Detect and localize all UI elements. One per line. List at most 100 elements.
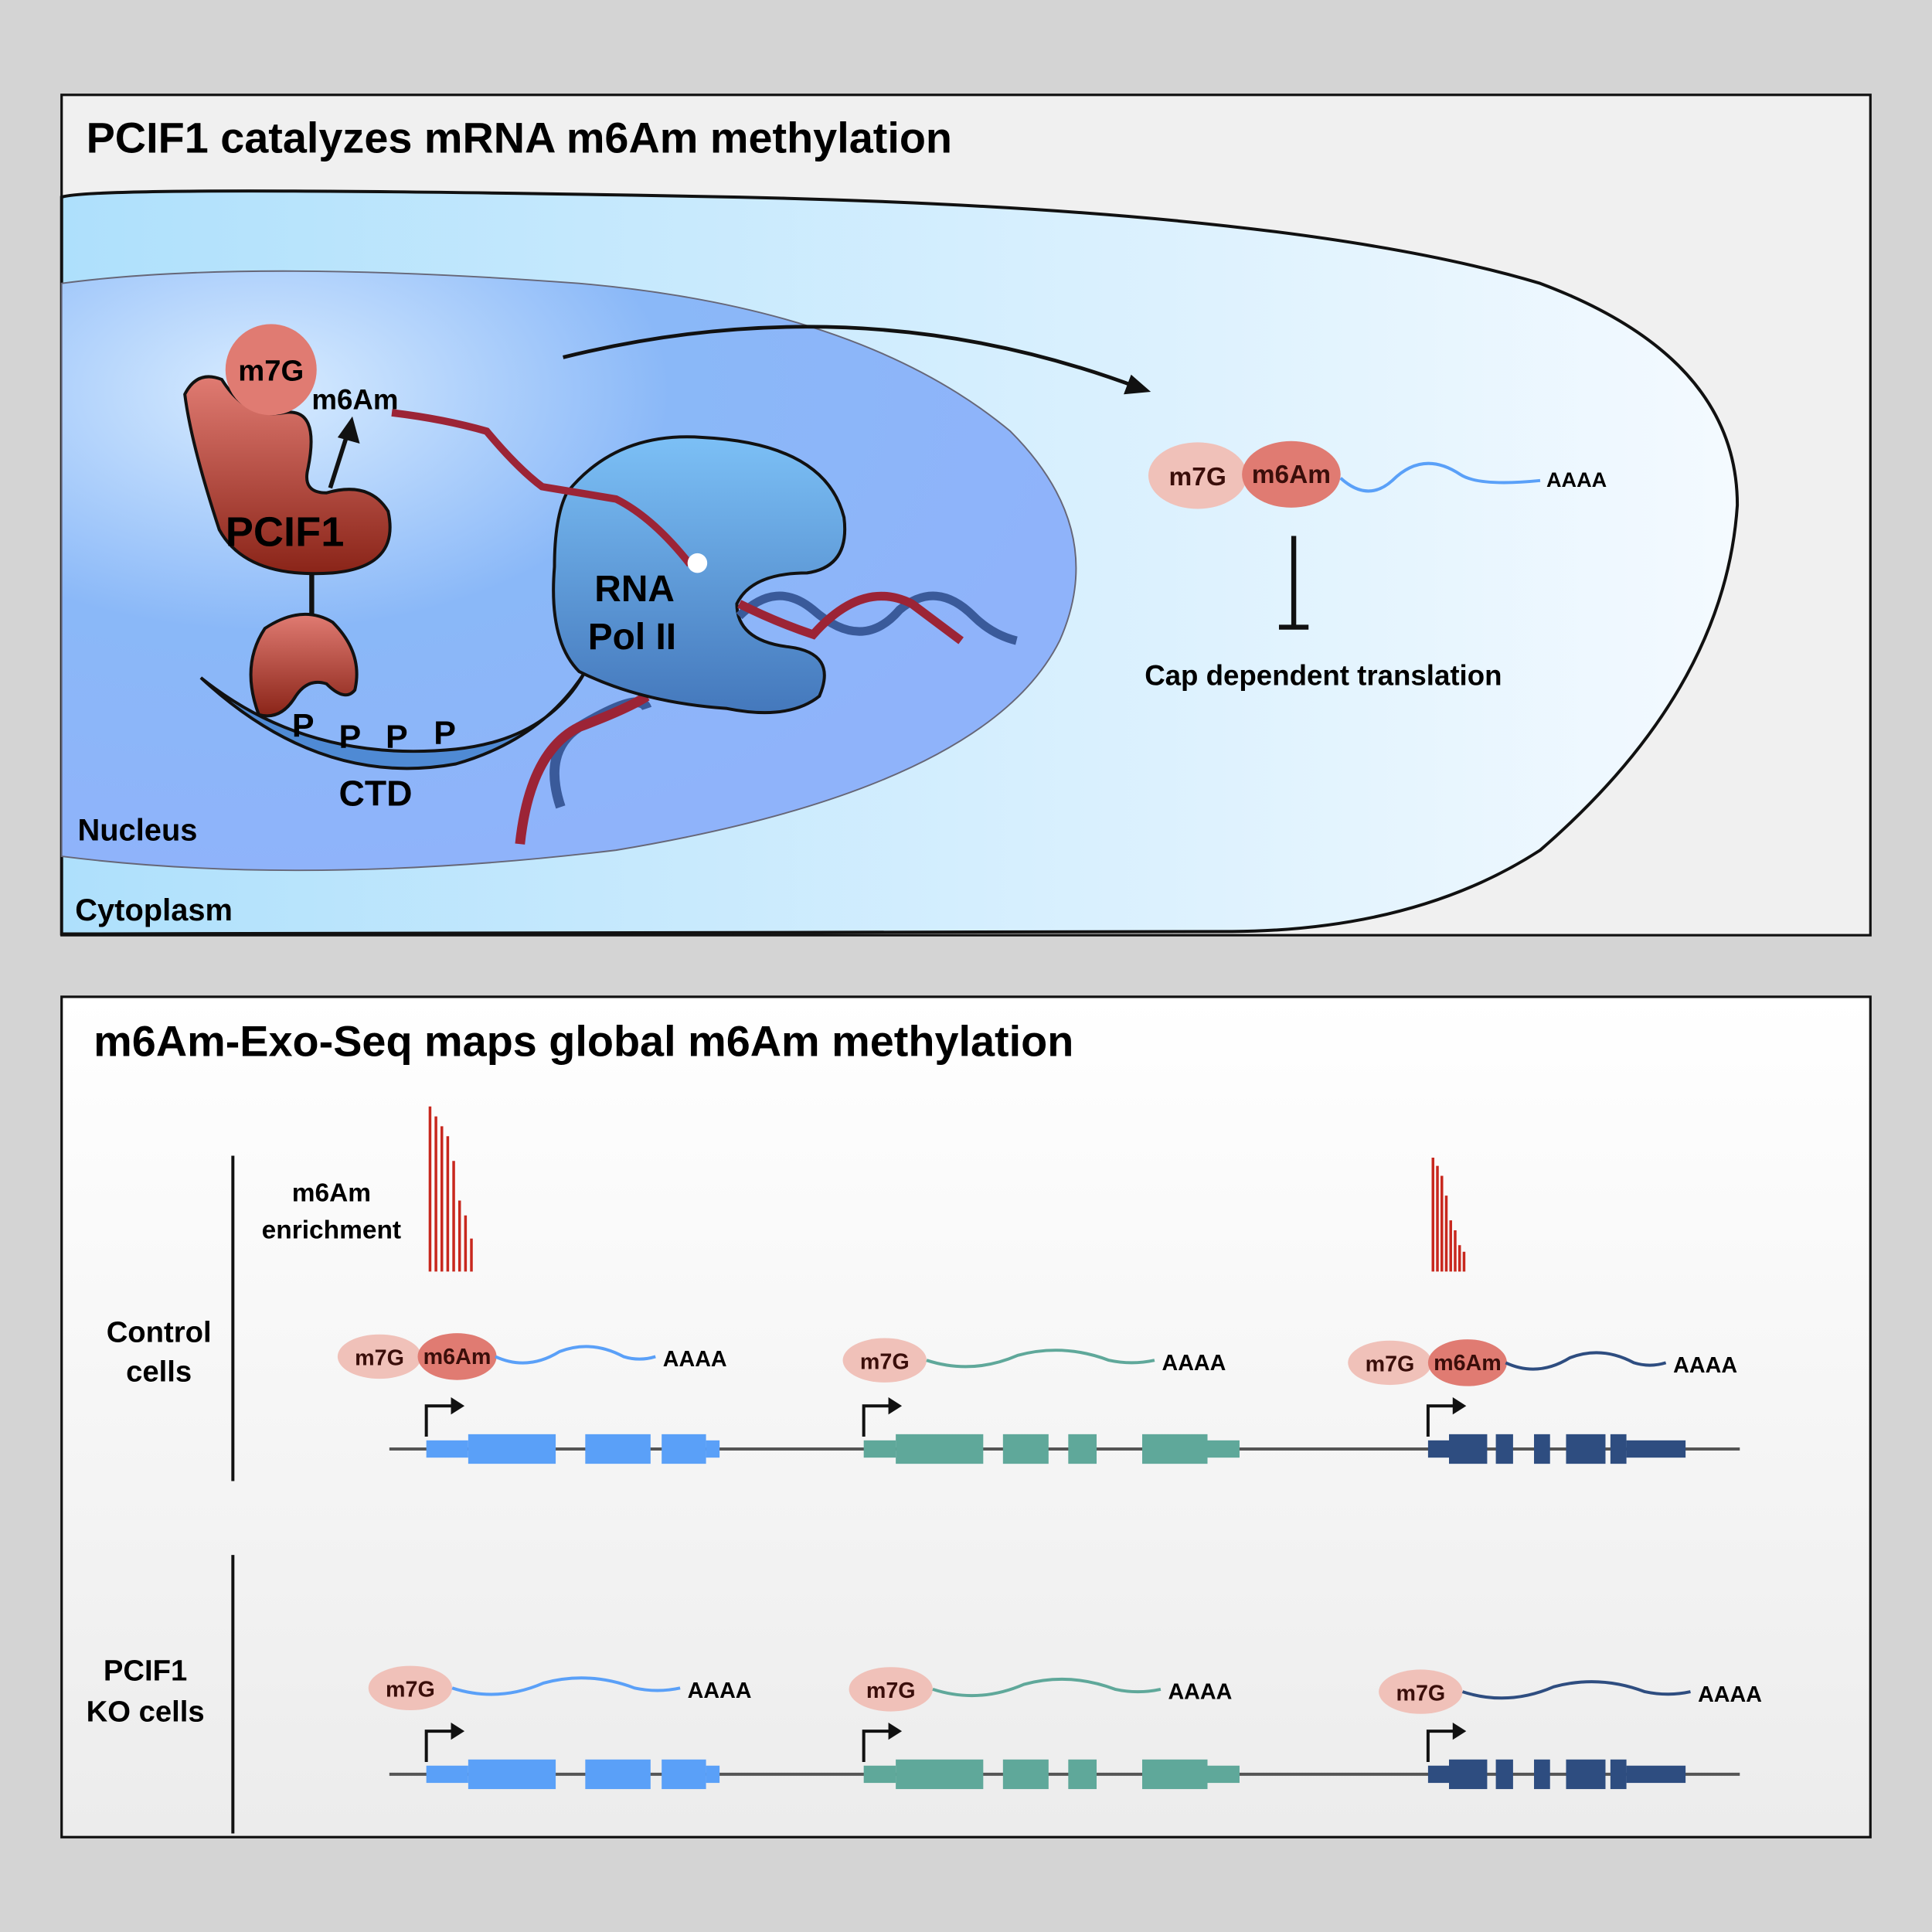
control-gene3-utr	[1626, 1440, 1686, 1458]
control-gene2-tss-arrowhead-icon	[888, 1397, 903, 1415]
ko-gene3-m7g-cap	[1379, 1669, 1463, 1714]
panel2-frame	[60, 995, 1872, 1838]
control-gene3-exon	[1610, 1434, 1627, 1464]
dna-strand-right-red	[737, 591, 964, 645]
control-gene3-m7g-label: m7G	[1366, 1352, 1415, 1377]
control-gene3-polya-label: AAAA	[1673, 1353, 1737, 1378]
ko-gene1-m7g-label: m7G	[386, 1677, 435, 1702]
phospho-2: P	[338, 719, 361, 756]
control-gene1-exon	[468, 1434, 556, 1464]
ko-gene2-exon	[896, 1759, 984, 1790]
control-gene1-m6am-label: m6Am	[423, 1345, 492, 1369]
control-gene2-exon	[1002, 1434, 1049, 1464]
export-arrowhead-icon	[1124, 374, 1151, 395]
control-gene1-utr	[706, 1440, 720, 1458]
ko-gene2-utr	[863, 1765, 896, 1784]
control-gene3-exon	[1449, 1434, 1488, 1464]
control-gene2-utr	[863, 1440, 896, 1458]
cyto-polya-label: AAAA	[1546, 468, 1607, 492]
methylation-arrow	[328, 433, 350, 489]
ko-gene1-exon	[468, 1759, 556, 1790]
gene-tracks: m7G m6Am AAAA m7G AAAA m7G m6Am AAAA m7G AAAA m7G A…	[337, 1106, 1762, 1790]
dna-strand-lower-red	[515, 692, 650, 845]
control-gene1-mrna-body	[495, 1345, 656, 1365]
control-gene2-exon	[1068, 1434, 1097, 1464]
m7g-cap	[225, 324, 317, 416]
m6am-label: m6Am	[311, 383, 398, 415]
ko-gene2-exon	[1141, 1759, 1208, 1790]
control-gene2-utr	[1207, 1440, 1240, 1458]
ko-gene1-m7g-cap	[368, 1665, 453, 1711]
methylation-arrowhead-icon	[337, 416, 360, 444]
enrichment-label-1: m6Am	[292, 1179, 371, 1208]
dna-strand-right-blue	[736, 591, 1018, 645]
control-gene1-tss-arrowhead-icon	[451, 1397, 465, 1415]
control-gene3-exon	[1566, 1434, 1606, 1464]
control-label-2: cells	[126, 1355, 192, 1388]
panel2-title: m6Am-Exo-Seq maps global m6Am methylatio…	[94, 1016, 1073, 1065]
m7g-label: m7G	[238, 355, 304, 388]
control-gene1-m7g-label: m7G	[355, 1346, 404, 1371]
ko-gene3-tss-arrowhead-icon	[1452, 1722, 1467, 1740]
control-gene1-utr	[426, 1440, 468, 1458]
ko-gene3-exon	[1566, 1759, 1606, 1790]
ko-gene1-mrna-body	[451, 1676, 681, 1696]
nucleus-label: Nucleus	[77, 813, 197, 847]
rna-label: RNA	[594, 569, 675, 610]
ko-gene3-exon	[1610, 1759, 1627, 1790]
phospho-3: P	[386, 719, 408, 756]
control-gene1-tss-arrow-icon	[424, 1404, 454, 1437]
cyto-m6am-label: m6Am	[1252, 461, 1331, 489]
pol2-label: Pol II	[588, 617, 676, 658]
ko-gene1-utr	[706, 1765, 720, 1784]
pcif1-label: PCIF1	[226, 509, 345, 555]
control-gene1-exon	[585, 1434, 651, 1464]
control-gene1-m7g-cap	[337, 1334, 422, 1379]
ko-gene3-exon	[1534, 1759, 1550, 1790]
panel1-title: PCIF1 catalyzes mRNA m6Am methylation	[87, 114, 952, 162]
active-site	[687, 553, 708, 573]
ko-gene2-exon	[1068, 1759, 1097, 1790]
ko-gene1-tss-arrow-icon	[424, 1730, 454, 1762]
ko-gene1-exon	[662, 1759, 706, 1790]
control-gene3-m6am-label: m6Am	[1434, 1351, 1502, 1376]
ko-gene2-mrna-body	[932, 1677, 1162, 1698]
ko-gene2-m7g-cap	[849, 1667, 933, 1712]
ko-label-1: PCIF1	[104, 1655, 187, 1688]
control-gene3-tss-arrowhead-icon	[1452, 1397, 1467, 1415]
ko-gene3-utr	[1626, 1765, 1686, 1784]
control-label-1: Control	[107, 1315, 212, 1349]
ko-gene3-exon	[1449, 1759, 1488, 1790]
control-gene2-m7g-cap	[842, 1338, 927, 1383]
control-gene2-exon	[896, 1434, 984, 1464]
ko-gene3-tss-arrow-icon	[1426, 1730, 1455, 1762]
inhibition-label: Cap dependent translation	[1145, 659, 1502, 691]
enrichment-label-2: enrichment	[262, 1216, 401, 1244]
ko-gene3-exon	[1495, 1759, 1513, 1790]
ko-gene3-utr	[1427, 1765, 1449, 1784]
control-gene1-polya-label: AAAA	[663, 1347, 727, 1372]
ko-gene2-exon	[1002, 1759, 1049, 1790]
ko-gene1-tss-arrowhead-icon	[451, 1722, 465, 1740]
ko-gene2-tss-arrowhead-icon	[888, 1722, 903, 1740]
panel-pcif1-mechanism: PCIF1 catalyzes mRNA m6Am methylation Nu…	[60, 94, 1872, 937]
control-gene1-exon	[662, 1434, 706, 1464]
control-gene3-m7g-cap	[1348, 1340, 1432, 1386]
cyto-m7g-cap	[1148, 442, 1247, 509]
control-gene2-tss-arrow-icon	[862, 1404, 891, 1437]
control-gene3-exon	[1534, 1434, 1550, 1464]
cyto-m6am-cap	[1242, 440, 1341, 508]
ko-gene3-m7g-label: m7G	[1396, 1681, 1445, 1706]
ko-gene1-polya-label: AAAA	[688, 1679, 752, 1703]
control-gene2-exon	[1141, 1434, 1208, 1464]
ko-label-2: KO cells	[87, 1695, 205, 1728]
control-gene2-mrna-body	[926, 1349, 1155, 1369]
phospho-4: P	[434, 715, 456, 752]
panel-exo-seq: m6Am-Exo-Seq maps global m6Am methylatio…	[60, 995, 1872, 1838]
ko-gene2-utr	[1207, 1765, 1240, 1784]
phospho-1: P	[292, 707, 315, 744]
control-gene2-polya-label: AAAA	[1162, 1351, 1226, 1376]
control-gene3-m6am-cap	[1427, 1339, 1507, 1386]
ko-gene3-polya-label: AAAA	[1698, 1682, 1762, 1707]
